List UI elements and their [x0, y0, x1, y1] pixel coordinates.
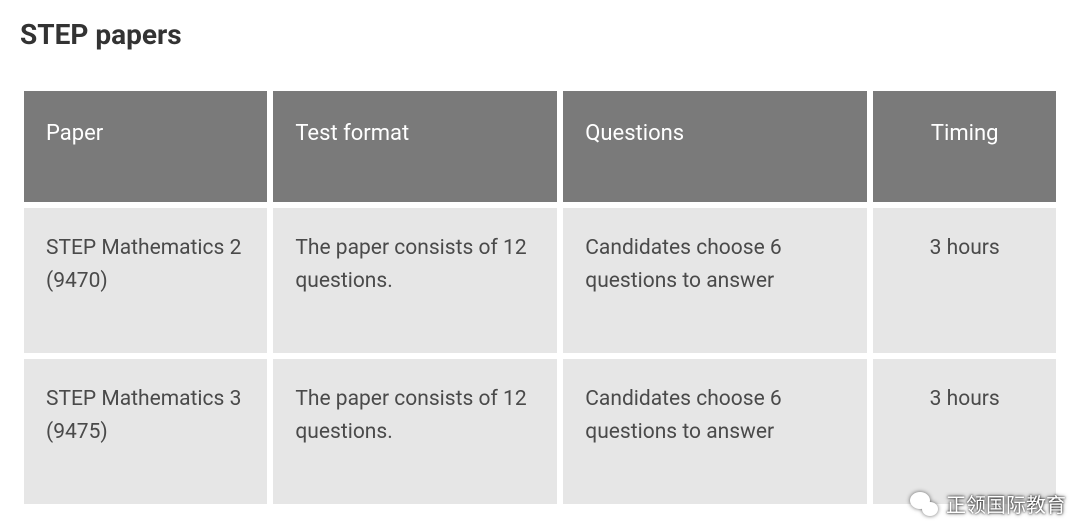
- step-table: Paper Test format Questions Timing STEP …: [18, 85, 1062, 510]
- cell-timing: 3 hours: [873, 359, 1056, 504]
- cell-format: The paper consists of 12 questions.: [273, 359, 557, 504]
- table-row: STEP Mathematics 2 (9470) The paper cons…: [24, 208, 1056, 353]
- cell-format: The paper consists of 12 questions.: [273, 208, 557, 353]
- th-paper: Paper: [24, 91, 267, 202]
- table-row: STEP Mathematics 3 (9475) The paper cons…: [24, 359, 1056, 504]
- cell-questions: Candidates choose 6 questions to answer: [563, 359, 867, 504]
- page-title: STEP papers: [20, 18, 1062, 51]
- th-questions: Questions: [563, 91, 867, 202]
- th-timing: Timing: [873, 91, 1056, 202]
- cell-paper: STEP Mathematics 3 (9475): [24, 359, 267, 504]
- th-format: Test format: [273, 91, 557, 202]
- cell-timing: 3 hours: [873, 208, 1056, 353]
- page: STEP papers Paper Test format Questions …: [0, 0, 1080, 510]
- cell-paper: STEP Mathematics 2 (9470): [24, 208, 267, 353]
- table-header-row: Paper Test format Questions Timing: [24, 91, 1056, 202]
- cell-questions: Candidates choose 6 questions to answer: [563, 208, 867, 353]
